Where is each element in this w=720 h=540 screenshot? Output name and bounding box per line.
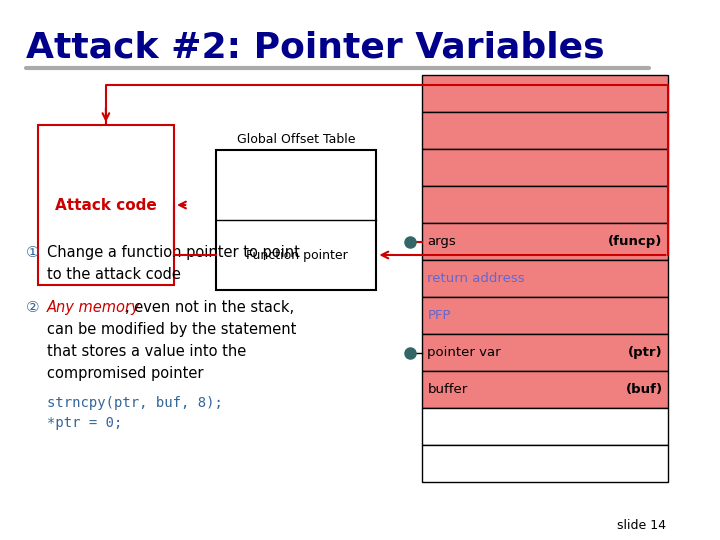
Bar [422, 334, 668, 371]
Text: compromised pointer: compromised pointer [47, 366, 204, 381]
Bar [422, 260, 668, 297]
Text: (funcp): (funcp) [608, 235, 662, 248]
Text: slide 14: slide 14 [617, 519, 667, 532]
Text: ①: ① [27, 245, 40, 260]
Text: Attack code: Attack code [55, 198, 157, 213]
Text: can be modified by the statement: can be modified by the statement [47, 322, 297, 337]
Text: (buf): (buf) [626, 383, 662, 396]
Text: buffer: buffer [427, 383, 467, 396]
Text: to the attack code: to the attack code [47, 267, 181, 282]
Bar [422, 297, 668, 334]
Text: strncpy(ptr, buf, 8);: strncpy(ptr, buf, 8); [47, 396, 223, 410]
Bar [422, 186, 668, 223]
Text: args: args [427, 235, 456, 248]
Text: Attack #2: Pointer Variables: Attack #2: Pointer Variables [27, 30, 605, 64]
Bar [422, 75, 668, 112]
Bar [422, 408, 668, 445]
Text: that stores a value into the: that stores a value into the [47, 344, 246, 359]
Text: , even not in the stack,: , even not in the stack, [125, 300, 294, 315]
Text: ②: ② [27, 300, 40, 315]
Text: pointer var: pointer var [427, 346, 501, 359]
Bar [217, 150, 377, 290]
Text: PFP: PFP [427, 309, 451, 322]
Bar [37, 125, 174, 285]
Text: Global Offset Table: Global Offset Table [237, 133, 356, 146]
Text: Function pointer: Function pointer [246, 248, 347, 261]
Text: Change a function pointer to point: Change a function pointer to point [47, 245, 300, 260]
Text: *ptr = 0;: *ptr = 0; [47, 416, 122, 430]
Bar [422, 223, 668, 260]
Bar [422, 371, 668, 408]
Text: Any memory: Any memory [47, 300, 140, 315]
Text: (ptr): (ptr) [628, 346, 662, 359]
Bar [422, 445, 668, 482]
Bar [422, 112, 668, 149]
Text: return address: return address [427, 272, 525, 285]
Bar [422, 149, 668, 186]
